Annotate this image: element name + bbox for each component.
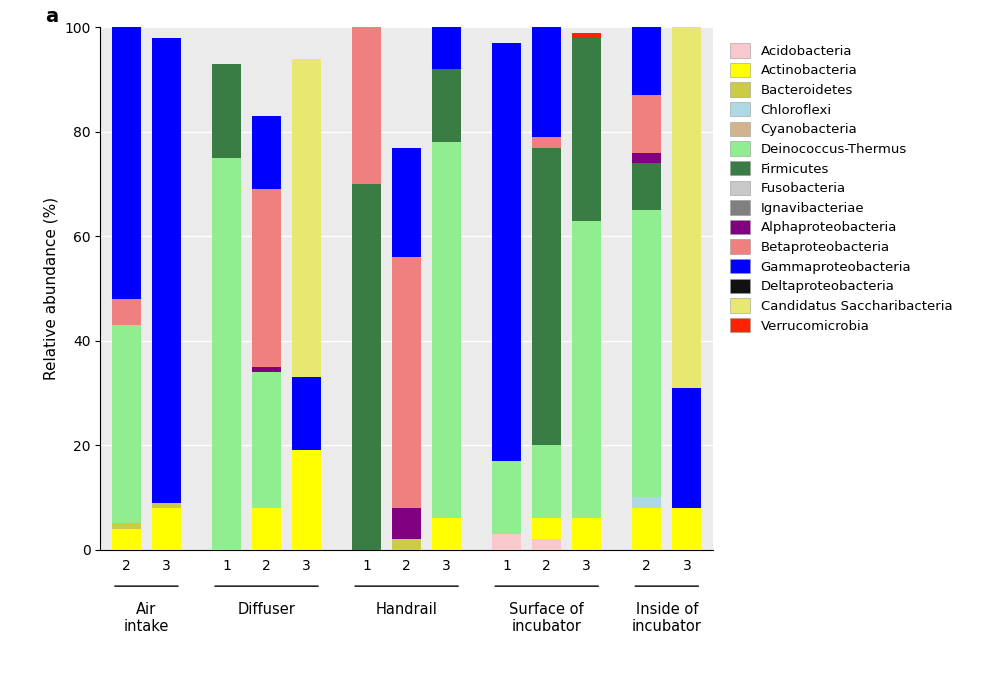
Text: Surface of
incubator: Surface of incubator [509, 602, 584, 634]
Bar [252, 190, 281, 367]
Bar [252, 116, 281, 190]
Bar [432, 69, 460, 142]
Bar [112, 529, 140, 550]
Bar [532, 445, 561, 518]
Bar [151, 38, 181, 503]
Bar [352, 184, 380, 550]
Bar [112, 17, 140, 299]
Bar [572, 33, 601, 38]
Bar [572, 38, 601, 221]
Bar [252, 372, 281, 508]
Bar [352, 0, 380, 184]
Bar [212, 158, 241, 550]
Bar [672, 508, 700, 550]
Bar [292, 451, 321, 550]
Bar [632, 0, 661, 95]
Bar [151, 508, 181, 550]
Bar [292, 59, 321, 377]
Bar [532, 148, 561, 445]
Y-axis label: Relative abundance (%): Relative abundance (%) [44, 197, 59, 380]
Bar [392, 508, 420, 539]
Bar [632, 153, 661, 164]
Bar [632, 164, 661, 210]
Bar [532, 518, 561, 539]
Bar [392, 257, 420, 508]
Bar [252, 367, 281, 372]
Text: Diffuser: Diffuser [238, 602, 295, 617]
Bar [632, 508, 661, 550]
Bar [112, 523, 140, 529]
Bar [252, 508, 281, 550]
Text: Air
intake: Air intake [123, 602, 169, 634]
Bar [112, 325, 140, 523]
Bar [392, 148, 420, 257]
Bar [432, 518, 460, 550]
Bar [432, 142, 460, 518]
Bar [532, 22, 561, 137]
Bar [672, 387, 700, 508]
Text: Inside of
incubator: Inside of incubator [631, 602, 701, 634]
Bar [532, 539, 561, 550]
Bar [151, 503, 181, 508]
Bar [632, 497, 661, 508]
Bar [532, 137, 561, 148]
Text: Handrail: Handrail [375, 602, 437, 617]
Text: a: a [45, 7, 58, 25]
Bar [392, 539, 420, 550]
Bar [292, 377, 321, 451]
Bar [632, 210, 661, 497]
Bar [491, 43, 521, 461]
Bar [672, 0, 700, 387]
Bar [491, 534, 521, 550]
Bar [572, 221, 601, 518]
Bar [572, 518, 601, 550]
Bar [432, 0, 460, 69]
Bar [212, 64, 241, 158]
Legend: Acidobacteria, Actinobacteria, Bacteroidetes, Chloroflexi, Cyanobacteria, Deinoc: Acidobacteria, Actinobacteria, Bacteroid… [724, 38, 957, 338]
Bar [112, 299, 140, 325]
Bar [632, 95, 661, 153]
Bar [491, 461, 521, 534]
